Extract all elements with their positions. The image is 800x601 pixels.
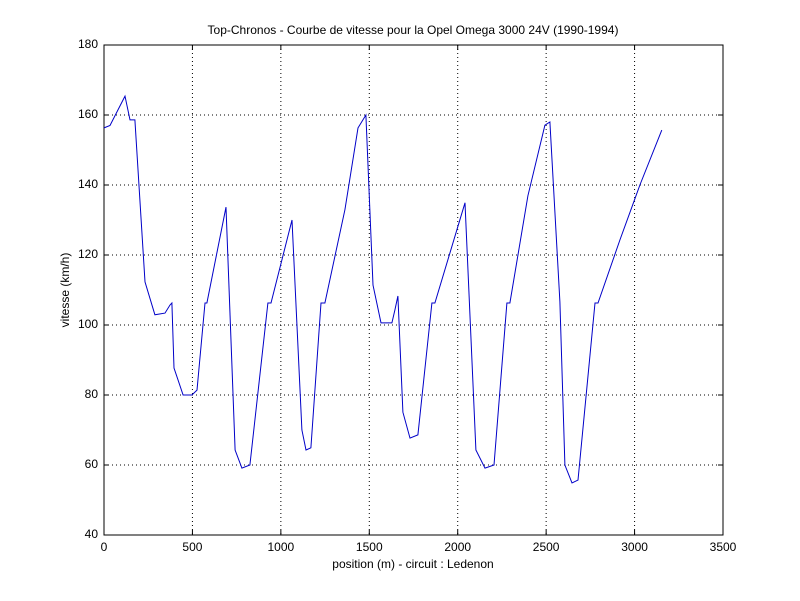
y-tick-label: 100 bbox=[78, 317, 98, 331]
y-tick-label: 140 bbox=[78, 177, 98, 191]
x-tick-label: 2000 bbox=[444, 540, 471, 554]
y-tick-label: 180 bbox=[78, 37, 98, 51]
x-tick-label: 0 bbox=[101, 540, 108, 554]
axes-box bbox=[103, 44, 724, 536]
x-tick-label: 3500 bbox=[710, 540, 737, 554]
x-tick-label: 500 bbox=[182, 540, 202, 554]
chart-title: Top-Chronos - Courbe de vitesse pour la … bbox=[208, 23, 619, 37]
x-tick-label: 2500 bbox=[533, 540, 560, 554]
x-axis-label: position (m) - circuit : Ledenon bbox=[332, 557, 493, 571]
data-line bbox=[103, 94, 663, 484]
y-tick-label: 60 bbox=[85, 457, 99, 471]
x-tick-label: 1000 bbox=[268, 540, 295, 554]
y-tick-label: 80 bbox=[85, 387, 99, 401]
y-axis-label: vitesse (km/h) bbox=[58, 253, 72, 328]
y-tick-label: 120 bbox=[78, 247, 98, 261]
x-tick-label: 1500 bbox=[356, 540, 383, 554]
plot-area bbox=[104, 45, 723, 535]
y-tick-label: 160 bbox=[78, 107, 98, 121]
x-tick-label: 3000 bbox=[621, 540, 648, 554]
y-tick-label: 40 bbox=[85, 527, 99, 541]
